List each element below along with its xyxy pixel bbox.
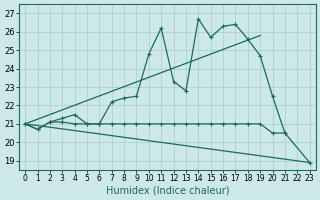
X-axis label: Humidex (Indice chaleur): Humidex (Indice chaleur) (106, 186, 229, 196)
